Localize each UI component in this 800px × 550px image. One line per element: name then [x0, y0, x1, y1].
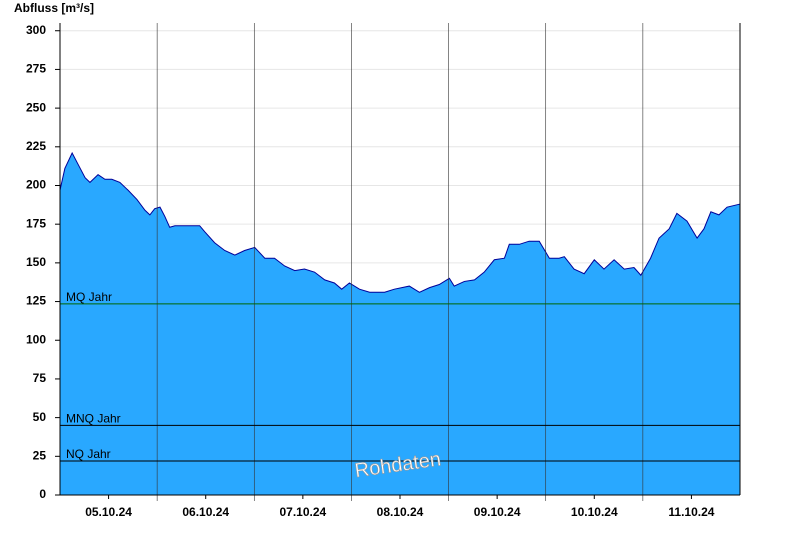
y-tick-label: 275 — [26, 62, 46, 76]
y-tick-label: 100 — [26, 332, 46, 346]
reference-label: MQ Jahr — [66, 290, 112, 304]
x-tick-label: 11.10.24 — [668, 505, 714, 519]
x-tick-label: 10.10.24 — [571, 505, 618, 519]
x-tick-label: 07.10.24 — [279, 505, 326, 519]
reference-label: MNQ Jahr — [66, 412, 121, 426]
y-tick-label: 25 — [33, 448, 47, 462]
y-tick-label: 175 — [26, 216, 46, 230]
area — [60, 152, 740, 495]
y-tick-label: 300 — [26, 23, 46, 37]
x-tick-label: 09.10.24 — [474, 505, 521, 519]
y-tick-label: 200 — [26, 178, 46, 192]
y-tick-label: 50 — [33, 410, 47, 424]
y-tick-label: 150 — [26, 255, 46, 269]
y-tick-label: 125 — [26, 294, 46, 308]
y-tick-label: 0 — [39, 487, 46, 501]
y-tick-label: 250 — [26, 100, 46, 114]
y-tick-label: 75 — [33, 371, 47, 385]
x-tick-label: 05.10.24 — [85, 505, 132, 519]
y-axis-title: Abfluss [m³/s] — [14, 1, 94, 15]
x-tick-label: 06.10.24 — [182, 505, 229, 519]
x-tick-label: 08.10.24 — [377, 505, 424, 519]
y-tick-label: 225 — [26, 139, 46, 153]
reference-label: NQ Jahr — [66, 447, 111, 461]
line — [59, 151, 741, 293]
